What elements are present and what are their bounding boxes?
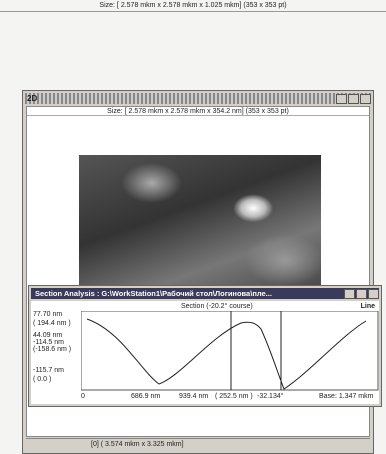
measure-label: 686.9 nm — [131, 393, 160, 400]
section-body: 77.70 nm ( 194.4 nm ) 44.09 nm-114.5 nm(-1… — [31, 301, 379, 404]
minimize-button[interactable] — [336, 94, 347, 104]
status-text: [0] ( 3.574 mkm x 3.325 mkm] — [91, 441, 184, 448]
minimize-button[interactable] — [344, 289, 355, 299]
value-label: (-158.6 nm ) — [33, 346, 71, 353]
section-title-bar: Section Analysis : G:\WorkStation1\Рабоч… — [31, 288, 379, 299]
window-title: 2D — [27, 94, 37, 103]
section-caption: Section (-20.2° course) — [181, 303, 253, 310]
value-label: ( 194.4 nm ) — [33, 320, 71, 327]
value-label: 44.09 nm — [33, 332, 62, 339]
profile-curve — [87, 319, 366, 389]
close-button[interactable] — [368, 289, 379, 299]
measure-label: 0 — [81, 393, 85, 400]
section-window: Section Analysis : G:\WorkStation1\Рабоч… — [28, 285, 382, 407]
measure-label: ( 252.5 nm ) — [215, 393, 253, 400]
close-button[interactable] — [360, 94, 371, 104]
measure-label: Base: 1.347 mkm — [319, 393, 373, 400]
image-size: Size: [ 2.578 mkm x 2.578 mkm x 354.2 nm… — [27, 108, 369, 116]
section-title: Section Analysis : G:\WorkStation1\Рабоч… — [35, 289, 272, 298]
value-label: 77.70 nm — [33, 311, 62, 318]
value-label: -114.5 nm — [33, 339, 64, 346]
top-size: Size: [ 2.578 mkm x 2.578 mkm x 1.025 mk… — [0, 2, 386, 12]
afm-image — [79, 155, 321, 295]
maximize-button[interactable] — [348, 94, 359, 104]
page: Size: [ 2.578 mkm x 2.578 mkm x 1.025 mk… — [0, 0, 386, 449]
measure-label: 939.4 nm — [179, 393, 208, 400]
plot-frame — [81, 311, 378, 390]
status-bar: [0] ( 3.574 mkm x 3.325 mkm] — [26, 438, 370, 451]
value-label: -115.7 nm — [33, 367, 64, 374]
measure-label: -32.134° — [257, 393, 284, 400]
value-label: ( 0.0 ) — [33, 376, 51, 383]
mode-label[interactable]: Line — [361, 303, 375, 310]
profile-plot — [81, 311, 379, 391]
maximize-button[interactable] — [356, 289, 367, 299]
title-bar: 2D — [25, 93, 371, 104]
